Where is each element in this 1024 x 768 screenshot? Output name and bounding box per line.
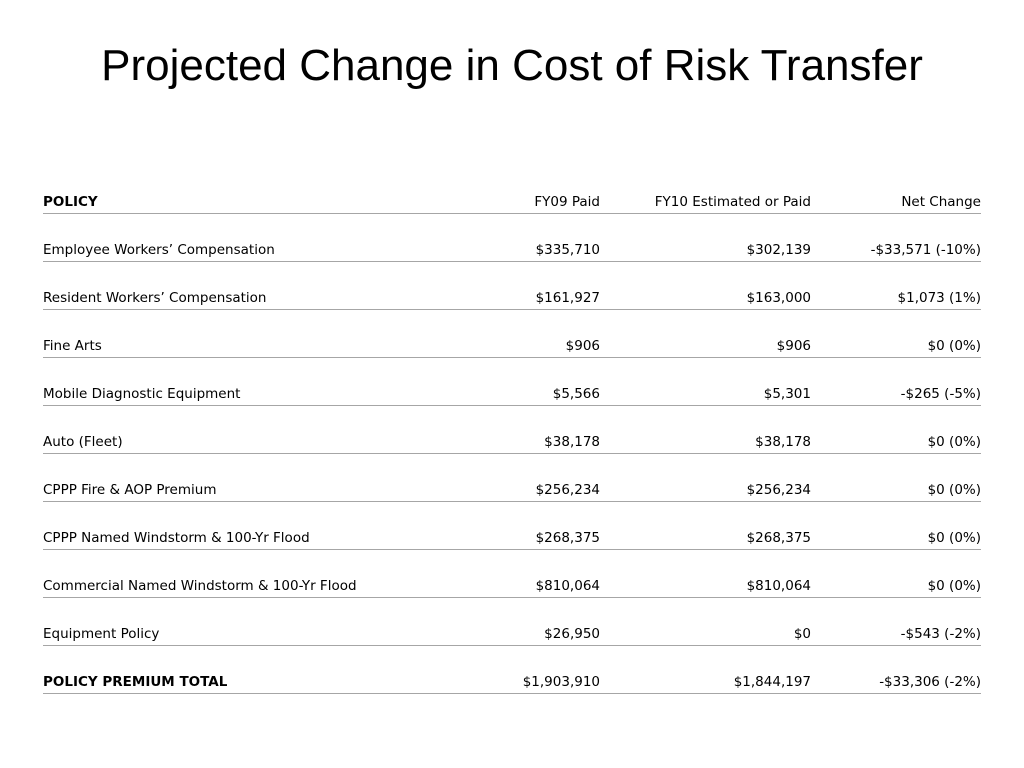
fy09-cell: $26,950 xyxy=(463,597,600,646)
table-row: Mobile Diagnostic Equipment $5,566 $5,30… xyxy=(43,357,981,406)
table-header-row: POLICY FY09 Paid FY10 Estimated or Paid … xyxy=(43,166,981,214)
policy-cell: Resident Workers’ Compensation xyxy=(43,261,463,310)
net-change-cell: -$265 (-5%) xyxy=(811,357,981,406)
policy-cell: CPPP Fire & AOP Premium xyxy=(43,453,463,502)
policy-cell: Employee Workers’ Compensation xyxy=(43,213,463,262)
table-row: Resident Workers’ Compensation $161,927 … xyxy=(43,261,981,310)
policy-cell: CPPP Named Windstorm & 100-Yr Flood xyxy=(43,501,463,550)
total-row: POLICY PREMIUM TOTAL $1,903,910 $1,844,1… xyxy=(43,645,981,694)
fy09-cell: $335,710 xyxy=(463,213,600,262)
fy10-cell: $5,301 xyxy=(600,357,811,406)
fy10-cell: $0 xyxy=(600,597,811,646)
table-row: Equipment Policy $26,950 $0 -$543 (-2%) xyxy=(43,597,981,646)
fy10-cell: $38,178 xyxy=(600,405,811,454)
net-change-cell: -$543 (-2%) xyxy=(811,597,981,646)
total-fy10: $1,844,197 xyxy=(600,645,811,694)
net-change-cell: $0 (0%) xyxy=(811,453,981,502)
table-row: CPPP Named Windstorm & 100-Yr Flood $268… xyxy=(43,501,981,550)
total-label: POLICY PREMIUM TOTAL xyxy=(43,645,463,694)
header-policy: POLICY xyxy=(43,166,463,214)
table-row: Auto (Fleet) $38,178 $38,178 $0 (0%) xyxy=(43,405,981,454)
net-change-cell: -$33,571 (-10%) xyxy=(811,213,981,262)
policy-cell: Auto (Fleet) xyxy=(43,405,463,454)
table-row: Commercial Named Windstorm & 100-Yr Floo… xyxy=(43,549,981,598)
fy09-cell: $256,234 xyxy=(463,453,600,502)
fy09-cell: $161,927 xyxy=(463,261,600,310)
policy-cell: Commercial Named Windstorm & 100-Yr Floo… xyxy=(43,549,463,598)
policy-cell: Equipment Policy xyxy=(43,597,463,646)
policy-cell: Fine Arts xyxy=(43,309,463,358)
net-change-cell: $0 (0%) xyxy=(811,549,981,598)
table-row: Fine Arts $906 $906 $0 (0%) xyxy=(43,309,981,358)
table-row: CPPP Fire & AOP Premium $256,234 $256,23… xyxy=(43,453,981,502)
fy09-cell: $906 xyxy=(463,309,600,358)
fy10-cell: $163,000 xyxy=(600,261,811,310)
net-change-cell: $1,073 (1%) xyxy=(811,261,981,310)
fy10-cell: $906 xyxy=(600,309,811,358)
net-change-cell: $0 (0%) xyxy=(811,309,981,358)
header-fy09-paid: FY09 Paid xyxy=(463,166,600,214)
fy10-cell: $256,234 xyxy=(600,453,811,502)
slide-title: Projected Change in Cost of Risk Transfe… xyxy=(101,41,923,90)
table-row: Employee Workers’ Compensation $335,710 … xyxy=(43,213,981,262)
fy10-cell: $302,139 xyxy=(600,213,811,262)
fy09-cell: $38,178 xyxy=(463,405,600,454)
fy09-cell: $268,375 xyxy=(463,501,600,550)
fy10-cell: $268,375 xyxy=(600,501,811,550)
risk-transfer-table: POLICY FY09 Paid FY10 Estimated or Paid … xyxy=(43,166,981,694)
fy09-cell: $810,064 xyxy=(463,549,600,598)
header-fy10-estimated: FY10 Estimated or Paid xyxy=(600,166,811,214)
fy10-cell: $810,064 xyxy=(600,549,811,598)
total-fy09: $1,903,910 xyxy=(463,645,600,694)
net-change-cell: $0 (0%) xyxy=(811,501,981,550)
net-change-cell: $0 (0%) xyxy=(811,405,981,454)
policy-cell: Mobile Diagnostic Equipment xyxy=(43,357,463,406)
fy09-cell: $5,566 xyxy=(463,357,600,406)
total-net-change: -$33,306 (-2%) xyxy=(811,645,981,694)
header-net-change: Net Change xyxy=(811,166,981,214)
